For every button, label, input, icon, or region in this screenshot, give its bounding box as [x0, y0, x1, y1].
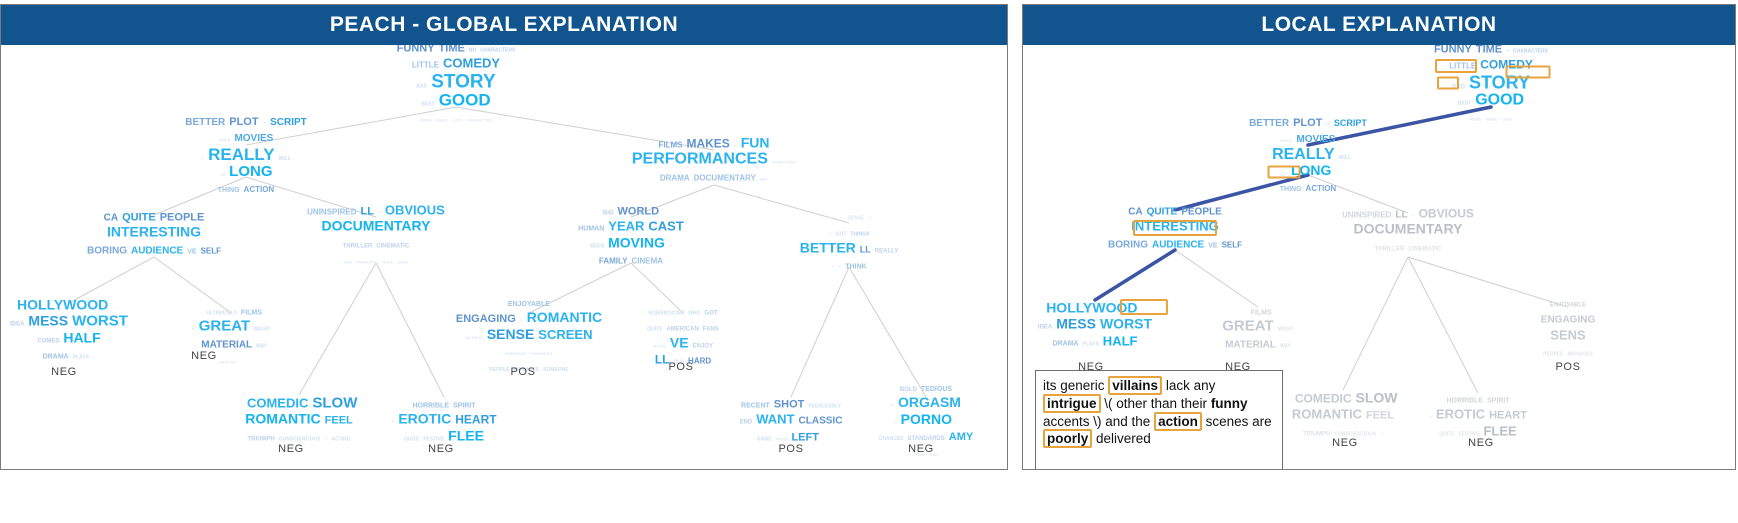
review-highlight-token: action — [1154, 411, 1202, 431]
tree-edge — [153, 256, 232, 314]
tree-edge — [375, 262, 445, 398]
review-text-span: its generic — [1043, 378, 1109, 393]
local-explanation-panel: LOCAL EXPLANATION its generic villains l… — [1022, 4, 1736, 470]
leaf-class-label: NEG — [278, 443, 304, 455]
leaf-class-label: NEG — [1468, 437, 1494, 449]
tree-edge — [790, 266, 850, 398]
global-panel-title: PEACH - GLOBAL EXPLANATION — [1, 5, 1007, 45]
decision-path-edge — [1093, 248, 1177, 302]
leaf-class-label: POS — [510, 366, 536, 378]
review-highlight-token: villains — [1108, 376, 1163, 395]
highlight-story — [1437, 76, 1459, 90]
leaf-class-label: POS — [668, 361, 694, 373]
tree-edge — [1407, 256, 1479, 394]
leaf-class-label: NEG — [428, 443, 454, 455]
leaf-class-label: NEG — [51, 366, 77, 378]
highlight-action — [1267, 165, 1301, 179]
highlight-interesting — [1133, 220, 1217, 236]
review-text-span: delivered — [1092, 431, 1151, 447]
local-tree-edges — [1093, 105, 1569, 394]
review-highlight-token: intrigue — [1043, 393, 1101, 413]
decision-path-edge — [1306, 105, 1493, 147]
review-highlight-token: funny — [1210, 395, 1248, 411]
leaf-class-label: NEG — [908, 443, 934, 455]
highlight-comedy — [1505, 65, 1551, 79]
tree-edge — [68, 256, 155, 304]
tree-edge — [630, 184, 715, 218]
tree-edge — [630, 262, 684, 314]
leaf-class-label: NEG — [191, 350, 217, 362]
leaf-class-label: POS — [778, 443, 804, 455]
local-panel-title: LOCAL EXPLANATION — [1023, 5, 1735, 45]
highlight-funny — [1435, 59, 1477, 73]
review-text-span: accents \) and the — [1043, 413, 1155, 429]
tree-edge — [713, 184, 850, 224]
tree-edge — [848, 266, 927, 398]
tree-edge — [153, 176, 247, 216]
review-text-span: lack any — [1162, 378, 1216, 393]
tree-edge — [1342, 256, 1409, 391]
highlight-worst — [1120, 299, 1168, 315]
global-tree-edges — [68, 106, 927, 398]
review-text-box: its generic villains lack any intrigue \… — [1035, 370, 1283, 469]
local-tree-canvas: its generic villains lack any intrigue \… — [1023, 45, 1735, 469]
decision-path-edge — [1173, 173, 1310, 212]
tree-edge — [1407, 256, 1569, 308]
tree-edge — [1307, 174, 1409, 214]
review-text-span: \( other than their — [1100, 395, 1211, 411]
global-tree-canvas: FUNNY TIME NO CHARACTERS LITTLE COMEDY BAD STOR… — [1, 45, 1007, 469]
tree-edge — [298, 262, 377, 396]
tree-edge — [245, 176, 377, 218]
tree-edge — [455, 106, 715, 151]
leaf-class-label: NEG — [1332, 437, 1358, 449]
leaf-class-label: NEG — [1078, 361, 1104, 373]
review-highlight-token: poorly — [1043, 429, 1093, 449]
review-text-span: scenes are — [1201, 413, 1272, 429]
global-explanation-panel: PEACH - GLOBAL EXPLANATION FUNNY TIME NO CH… — [0, 4, 1008, 470]
tree-edge — [1174, 249, 1259, 308]
tree-edge — [245, 106, 457, 146]
tree-edge — [528, 262, 632, 314]
leaf-class-label: NEG — [1225, 361, 1251, 373]
leaf-class-label: POS — [1555, 361, 1581, 373]
